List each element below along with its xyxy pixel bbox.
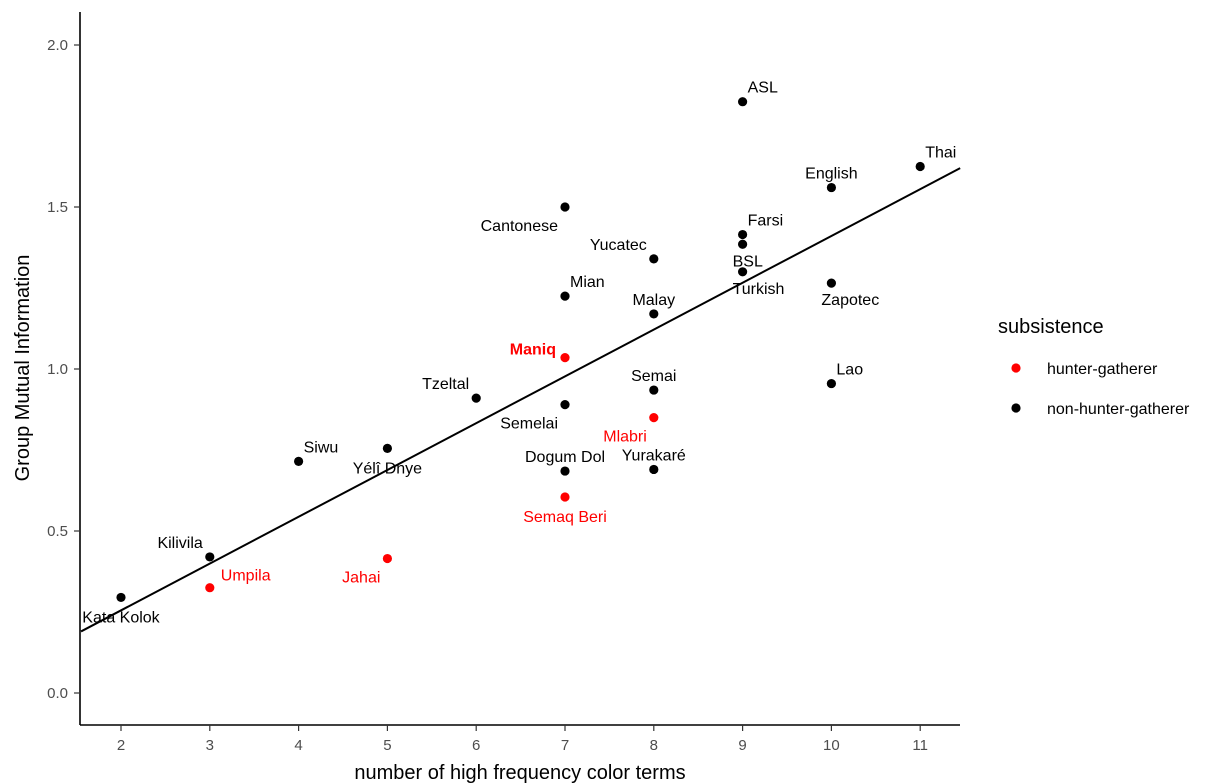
y-tick-label: 0.0 — [47, 685, 68, 702]
regression-line — [80, 167, 961, 633]
point-label-asl: ASL — [748, 80, 778, 97]
x-tick-label: 8 — [650, 737, 658, 754]
point-label-thai: Thai — [925, 145, 956, 162]
point-label-kata-kolok: Kata Kolok — [82, 609, 160, 626]
point-asl — [738, 97, 748, 107]
legend-swatch-non-hunter-gatherer — [1011, 403, 1021, 413]
point-labels: Kata Kolok Kilivila Umpila Siwu Yélî Dnye Jah… — [82, 80, 956, 627]
point-farsi — [738, 229, 748, 240]
y-tick-label: 2.0 — [47, 37, 68, 54]
point-label-dogum-dol: Dogum Dol — [525, 449, 605, 466]
point-label-semaq-beri: Semaq Beri — [523, 509, 607, 526]
point-label-yeli-dnye: Yélî Dnye — [353, 460, 422, 477]
point-label-semelai: Semelai — [500, 416, 558, 433]
axis-ticks: 2 3 4 5 6 7 8 9 10 11 0.0 0.5 1.0 1.5 2.0 — [47, 37, 928, 754]
point-label-maniq: Maniq — [510, 342, 556, 359]
point-label-jahai: Jahai — [342, 570, 380, 587]
point-maniq — [560, 353, 570, 363]
x-tick-label: 5 — [383, 737, 391, 754]
point-label-zapotec: Zapotec — [821, 292, 879, 309]
point-kilivila — [205, 552, 215, 562]
point-turkish — [738, 267, 748, 277]
point-label-bsl: BSL — [733, 253, 763, 270]
legend-swatch-hunter-gatherer — [1011, 363, 1021, 373]
y-tick-label: 1.5 — [47, 199, 68, 216]
x-tick-label: 9 — [738, 737, 746, 754]
point-label-english: English — [805, 166, 857, 183]
y-tick-label: 0.5 — [47, 523, 68, 540]
point-label-farsi: Farsi — [748, 213, 784, 230]
point-english — [826, 182, 837, 193]
x-tick-label: 3 — [206, 737, 214, 754]
x-tick-label: 7 — [561, 737, 569, 754]
legend-title: subsistence — [998, 316, 1104, 338]
point-tzeltal — [471, 393, 481, 403]
point-label-mlabri: Mlabri — [603, 429, 647, 446]
legend: subsistence hunter-gatherer non-hunter-ga… — [998, 316, 1190, 418]
legend-label-non-hunter-gatherer: non-hunter-gatherer — [1047, 401, 1190, 418]
point-umpila — [205, 583, 215, 593]
point-cantonese — [560, 202, 570, 212]
legend-label-hunter-gatherer: hunter-gatherer — [1047, 361, 1158, 378]
point-semai — [649, 385, 659, 395]
y-axis-title: Group Mutual Information — [12, 255, 34, 482]
point-yucatec — [649, 254, 659, 264]
point-dogum-dol — [560, 466, 570, 476]
point-lao — [826, 378, 837, 389]
point-jahai — [382, 553, 392, 564]
point-semelai — [560, 400, 570, 410]
point-siwu — [294, 456, 304, 466]
point-yeli-dnye — [382, 443, 392, 453]
x-tick-label: 2 — [117, 737, 125, 754]
legend-entries: hunter-gatherer non-hunter-gatherer — [1011, 361, 1190, 418]
y-tick-label: 1.0 — [47, 361, 68, 378]
point-kata-kolok — [116, 592, 126, 603]
trend-line-group — [80, 167, 961, 633]
point-label-yucatec: Yucatec — [590, 237, 647, 254]
point-label-semai: Semai — [631, 368, 676, 385]
x-tick-label: 11 — [912, 737, 928, 754]
data-points — [116, 97, 925, 603]
point-zapotec — [826, 278, 837, 288]
point-label-kilivila: Kilivila — [157, 535, 202, 552]
x-axis-title: number of high frequency color terms — [354, 762, 685, 784]
point-label-cantonese: Cantonese — [481, 218, 558, 235]
x-tick-label: 10 — [823, 737, 840, 754]
plot-area — [79, 12, 960, 726]
point-bsl — [738, 239, 748, 249]
x-tick-label: 4 — [294, 737, 302, 754]
point-label-lao: Lao — [836, 362, 863, 379]
point-label-malay: Malay — [632, 292, 675, 309]
point-thai — [915, 161, 925, 172]
point-yurakare — [649, 464, 659, 475]
point-label-yurakare: Yurakaré — [622, 447, 686, 464]
point-label-tzeltal: Tzeltal — [422, 376, 469, 393]
point-mian — [560, 291, 570, 301]
point-label-umpila: Umpila — [221, 568, 271, 585]
point-mlabri — [649, 413, 659, 423]
point-label-siwu: Siwu — [304, 439, 339, 456]
point-malay — [649, 309, 659, 319]
point-semaq-beri — [560, 492, 570, 502]
x-tick-label: 6 — [472, 737, 480, 754]
point-label-turkish: Turkish — [733, 281, 785, 298]
point-label-mian: Mian — [570, 274, 605, 291]
